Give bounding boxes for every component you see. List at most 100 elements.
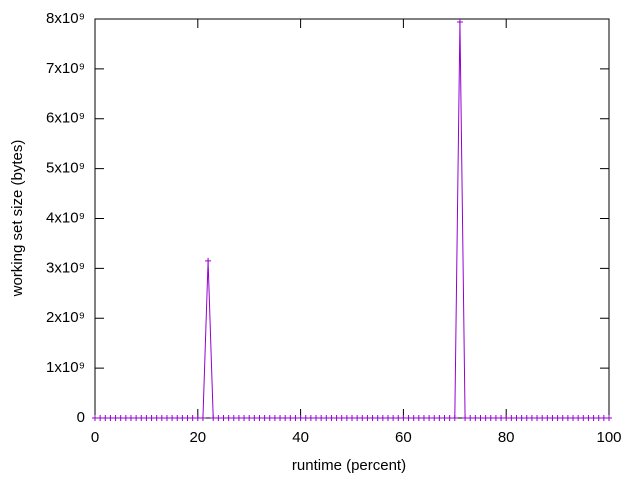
y-tick-label: 7x10⁹ [46, 60, 85, 77]
data-point [302, 415, 309, 421]
data-point [395, 415, 402, 421]
data-point [528, 415, 535, 421]
data-point [241, 415, 248, 421]
data-point [467, 415, 474, 421]
data-point [431, 415, 438, 421]
data-point [374, 415, 381, 421]
data-point [199, 415, 206, 421]
data-point [498, 415, 505, 421]
data-point [590, 415, 597, 421]
data-point [246, 415, 253, 421]
data-point [333, 415, 340, 421]
data-point [292, 415, 299, 421]
data-point [297, 415, 304, 421]
data-point [580, 415, 587, 421]
data-point [549, 415, 556, 421]
data-point [400, 415, 407, 421]
data-point [420, 415, 427, 421]
data-point [564, 415, 571, 421]
y-tick-label: 1x10⁹ [46, 359, 85, 376]
data-point [472, 415, 479, 421]
data-point [230, 415, 237, 421]
data-point [539, 415, 546, 421]
data-point [359, 415, 366, 421]
y-tick-label: 6x10⁹ [46, 110, 85, 127]
data-point [194, 415, 201, 421]
data-point [462, 415, 469, 421]
data-point [205, 257, 212, 264]
data-point [318, 415, 325, 421]
data-point [97, 415, 104, 421]
data-point [513, 415, 520, 421]
data-point [287, 415, 294, 421]
data-point [477, 415, 484, 421]
data-point [343, 415, 350, 421]
x-tick-label: 20 [189, 429, 206, 446]
x-tick-label: 100 [596, 429, 621, 446]
data-point [143, 415, 150, 421]
data-point [390, 415, 397, 421]
data-point [503, 415, 510, 421]
data-point [446, 415, 453, 421]
data-point [606, 415, 612, 421]
data-point [559, 415, 566, 421]
plot-border [94, 18, 610, 419]
data-point [523, 415, 530, 421]
data-point [451, 415, 458, 421]
data-point [282, 415, 289, 421]
data-point [169, 415, 176, 421]
data-point [570, 415, 577, 421]
data-point [277, 415, 284, 421]
data-point [369, 415, 376, 421]
y-tick-label: 3x10⁹ [46, 259, 85, 276]
data-point [492, 415, 499, 421]
data-point [189, 415, 196, 421]
data-point [215, 415, 222, 421]
data-point [595, 415, 602, 421]
data-point [133, 415, 140, 421]
data-point [174, 415, 181, 421]
data-point [482, 415, 489, 421]
data-point [436, 415, 443, 421]
data-point [313, 415, 320, 421]
data-point [210, 415, 217, 421]
data-point [158, 415, 165, 421]
data-point [179, 415, 186, 421]
data-point [112, 415, 119, 421]
data-point [323, 415, 330, 421]
data-point [235, 415, 242, 421]
data-point [148, 415, 155, 421]
data-point [261, 415, 268, 421]
y-tick-label: 0 [77, 409, 85, 426]
data-point [384, 415, 391, 421]
data-point [426, 415, 433, 421]
data-point [251, 415, 258, 421]
data-point [415, 415, 422, 421]
data-point [117, 415, 124, 421]
data-point [441, 415, 448, 421]
x-tick-label: 40 [292, 429, 309, 446]
data-point [92, 415, 98, 421]
data-point [328, 415, 335, 421]
data-point [410, 415, 417, 421]
data-point [271, 415, 278, 421]
data-point [225, 415, 232, 421]
y-tick-label: 2x10⁹ [46, 309, 85, 326]
data-point [184, 415, 191, 421]
data-point [585, 415, 592, 421]
data-point [575, 415, 582, 421]
data-point [364, 415, 371, 421]
data-point [518, 415, 525, 421]
data-point [456, 18, 463, 25]
data-point [534, 415, 541, 421]
y-tick-label: 5x10⁹ [46, 160, 85, 177]
data-point [153, 415, 160, 421]
data-point [122, 415, 129, 421]
y-tick-label: 8x10⁹ [46, 10, 85, 27]
data-point [349, 415, 355, 421]
data-point [544, 415, 551, 421]
x-tick-label: 80 [498, 429, 515, 446]
data-point [220, 415, 227, 421]
data-point [266, 415, 273, 421]
x-axis-label: runtime (percent) [292, 457, 406, 474]
